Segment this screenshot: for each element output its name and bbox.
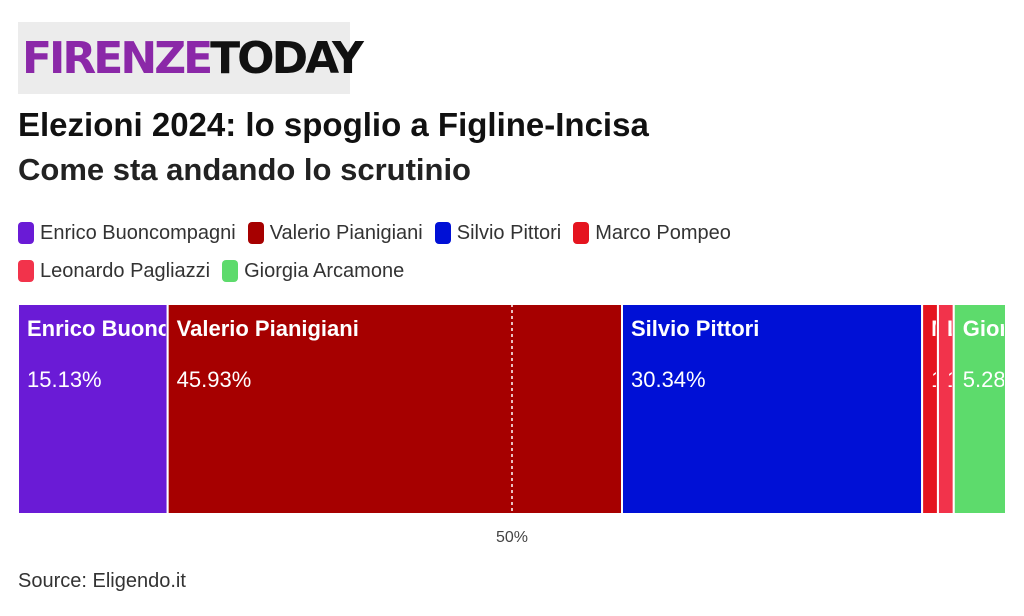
reference-line-label: 50% [496,529,528,546]
bar-value-label: 45.93% [177,367,252,392]
chart-title: Elezioni 2024: lo spoglio a Figline-Inci… [18,106,649,143]
bar-segment [952,303,1008,515]
bar-value-label: 1.6% [947,367,997,392]
legend-label: Enrico Buoncompagni [40,221,236,244]
logo-today-text: TODAY [210,32,364,84]
firenzetoday-logo: FIRENZE TODAY [18,22,364,94]
legend-label: Marco Pompeo [595,221,731,244]
chart-legend: Enrico Buoncompagni Valerio Pianigiani Sil… [18,220,918,284]
legend-label: Giorgia Arcamone [244,259,405,282]
legend-item: Marco Pompeo [573,220,731,246]
bar-segment [620,303,924,515]
bar-value-label: 5.28% [963,367,1024,392]
legend-swatch [247,222,264,244]
bar-value-label: 30.34% [631,367,706,392]
logo-firenze-text: FIRENZE [22,32,213,84]
legend-swatch [434,222,451,244]
legend-item: Leonardo Pagliazzi [18,258,210,284]
legend-item: Silvio Pittori [434,220,562,246]
legend-swatch [222,260,239,282]
chart-subtitle: Come sta andando lo scrutinio [18,152,471,187]
source-note: Source: Eligendo.it [18,570,186,592]
legend-swatch [18,222,34,244]
bar-name-label: Marco Pompeo [931,316,1024,341]
legend-item: Valerio Pianigiani [247,220,423,246]
stacked-bar-chart: Enrico Buoncompagni 15.13% Valerio Pianigi… [17,303,1024,546]
bar-segment [166,303,623,515]
bar-name-label: Leonardo Pagliazzi [947,316,1024,341]
legend-item: Enrico Buoncompagni [18,220,236,246]
bar-segment [17,303,169,515]
legend-swatch [573,222,590,244]
bar-value-label: 1.6% [931,367,981,392]
legend-label: Silvio Pittori [456,221,562,244]
legend-item: Giorgia Arcamone [222,258,404,284]
bar-name-label: Silvio Pittori [631,316,759,341]
bar-name-label: Giorgia Arcamone [963,316,1024,341]
bar-value-label: 15.13% [27,367,102,392]
legend-label: Leonardo Pagliazzi [40,259,211,282]
legend-swatch [18,260,34,282]
bar-name-label: Enrico Buoncompagni [27,316,262,341]
legend-label: Valerio Pianigiani [269,221,423,244]
bar-name-label: Valerio Pianigiani [177,316,359,341]
